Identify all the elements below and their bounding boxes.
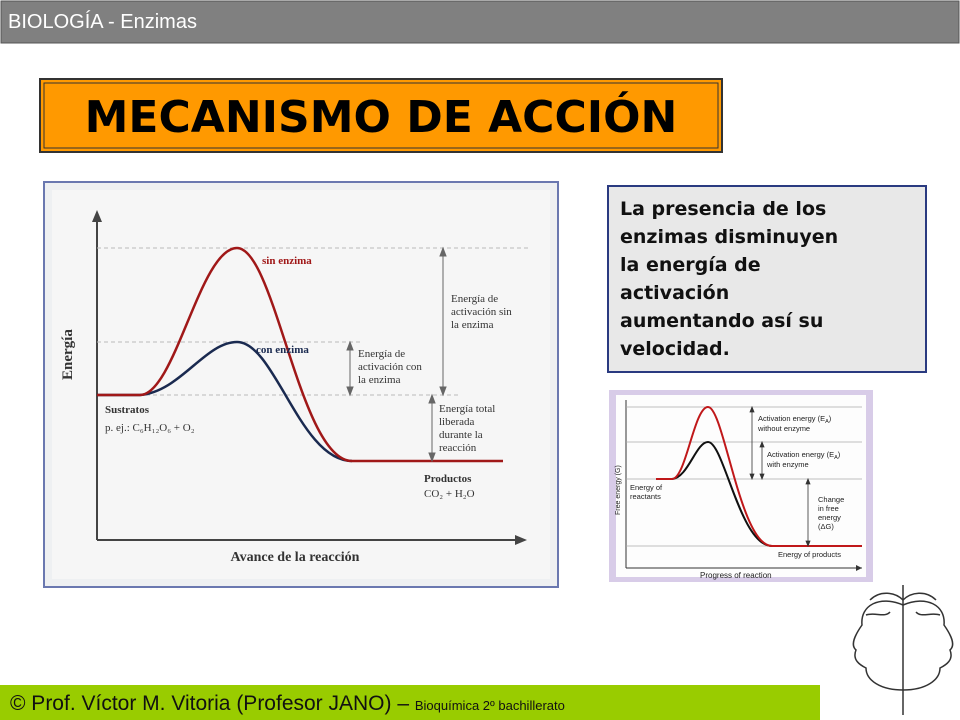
- label: Change in free energy (ΔG): [818, 495, 846, 531]
- text-line: without enzyme: [757, 424, 810, 433]
- text-line: with enzyme: [766, 460, 809, 469]
- text-line: la enzima: [451, 319, 494, 331]
- diagram-es-bg: [52, 190, 550, 579]
- x-axis-label: Progress of reaction: [700, 571, 772, 580]
- label: Energy of reactants: [630, 483, 664, 501]
- header-bar: [0, 0, 960, 44]
- label: Productos: [424, 473, 472, 485]
- curve-label: sin enzima: [262, 255, 312, 267]
- label: Energía de activación con la enzima: [358, 348, 425, 386]
- text-line: activación sin: [451, 306, 512, 318]
- text-line: liberada: [439, 416, 475, 428]
- text-line: A: [834, 455, 838, 461]
- text-line: © Prof. Víctor M. Vitoria (Profesor JANO…: [10, 692, 415, 715]
- y-axis-label: Energía: [60, 329, 76, 380]
- curve-without-enzyme: [97, 246, 503, 463]
- title-inner-border: [43, 82, 719, 149]
- janus-logo: [852, 585, 954, 715]
- description: La presencia de los enzimas disminuyen l…: [620, 198, 845, 360]
- text-line: La presencia de los: [620, 198, 826, 220]
- text-line: la energía de: [620, 254, 761, 276]
- text-line: Change: [818, 495, 844, 504]
- text-line: la enzima: [358, 374, 401, 386]
- text-line: Energy of: [630, 483, 663, 492]
- curve-with-enzyme: [656, 440, 773, 547]
- arrowhead: [515, 535, 527, 545]
- text-line: Activation energy (E: [758, 414, 825, 423]
- text-line: enzimas disminuyen: [620, 226, 838, 248]
- arrowhead: [92, 210, 102, 222]
- text-line: reacción: [439, 442, 477, 454]
- label: Activation energy (EA) with enzyme: [766, 450, 842, 469]
- footer-bar: [0, 685, 820, 720]
- slide-title: MECANISMO DE ACCIÓN: [85, 90, 678, 143]
- text-line: activación con: [358, 361, 422, 373]
- energy-arrows: [749, 405, 811, 548]
- text-line: durante la: [439, 429, 483, 441]
- text-line: Energía de: [358, 348, 405, 360]
- arrowhead: [856, 565, 862, 571]
- text-line: Bioquímica 2º bachillerato: [415, 698, 565, 713]
- label: CO₂ + H₂O: [424, 488, 475, 500]
- text-line: ): [838, 450, 841, 459]
- text-line: energy: [818, 513, 841, 522]
- label: Energía de activación sin la enzima: [451, 293, 515, 331]
- header-title: BIOLOGÍA - Enzimas: [8, 10, 197, 33]
- curve-with-enzyme: [97, 340, 353, 463]
- text-line: activación: [620, 282, 729, 304]
- curve-label: con enzima: [256, 344, 309, 356]
- text-line: velocidad.: [620, 338, 730, 360]
- text-line: A: [825, 419, 829, 425]
- description-box: [607, 185, 927, 373]
- text-line: Activation energy (E: [767, 450, 834, 459]
- text-line: Energía total: [439, 403, 495, 415]
- y-axis-label: Free energy (G): [615, 465, 622, 515]
- footer-text: © Prof. Víctor M. Vitoria (Profesor JANO…: [10, 692, 565, 715]
- curve-without-enzyme: [656, 405, 862, 547]
- label: Energy of products: [778, 550, 841, 559]
- label: Sustratos: [105, 404, 150, 416]
- label: Activation energy (EA) without enzyme: [757, 414, 833, 433]
- text-line: (ΔG): [818, 522, 834, 531]
- diagram-en: Free energy (G) Progress of reaction Act…: [615, 400, 862, 580]
- text-line: ): [829, 414, 832, 423]
- x-axis-label: Avance de la reacción: [231, 550, 360, 565]
- label: Energía total liberada durante la reacci…: [439, 403, 498, 454]
- label: p. ej.: C₆H₁₂O₆ + O₂: [105, 422, 195, 434]
- title-box: [39, 78, 723, 153]
- text-line: reactants: [630, 492, 661, 501]
- text-line: aumentando así su: [620, 310, 823, 332]
- text-line: in free: [818, 504, 839, 513]
- text-line: Energía de: [451, 293, 498, 305]
- energy-arrows: [346, 246, 447, 463]
- diagram-es: Energía Avance de la reacción sin enzima…: [60, 210, 530, 565]
